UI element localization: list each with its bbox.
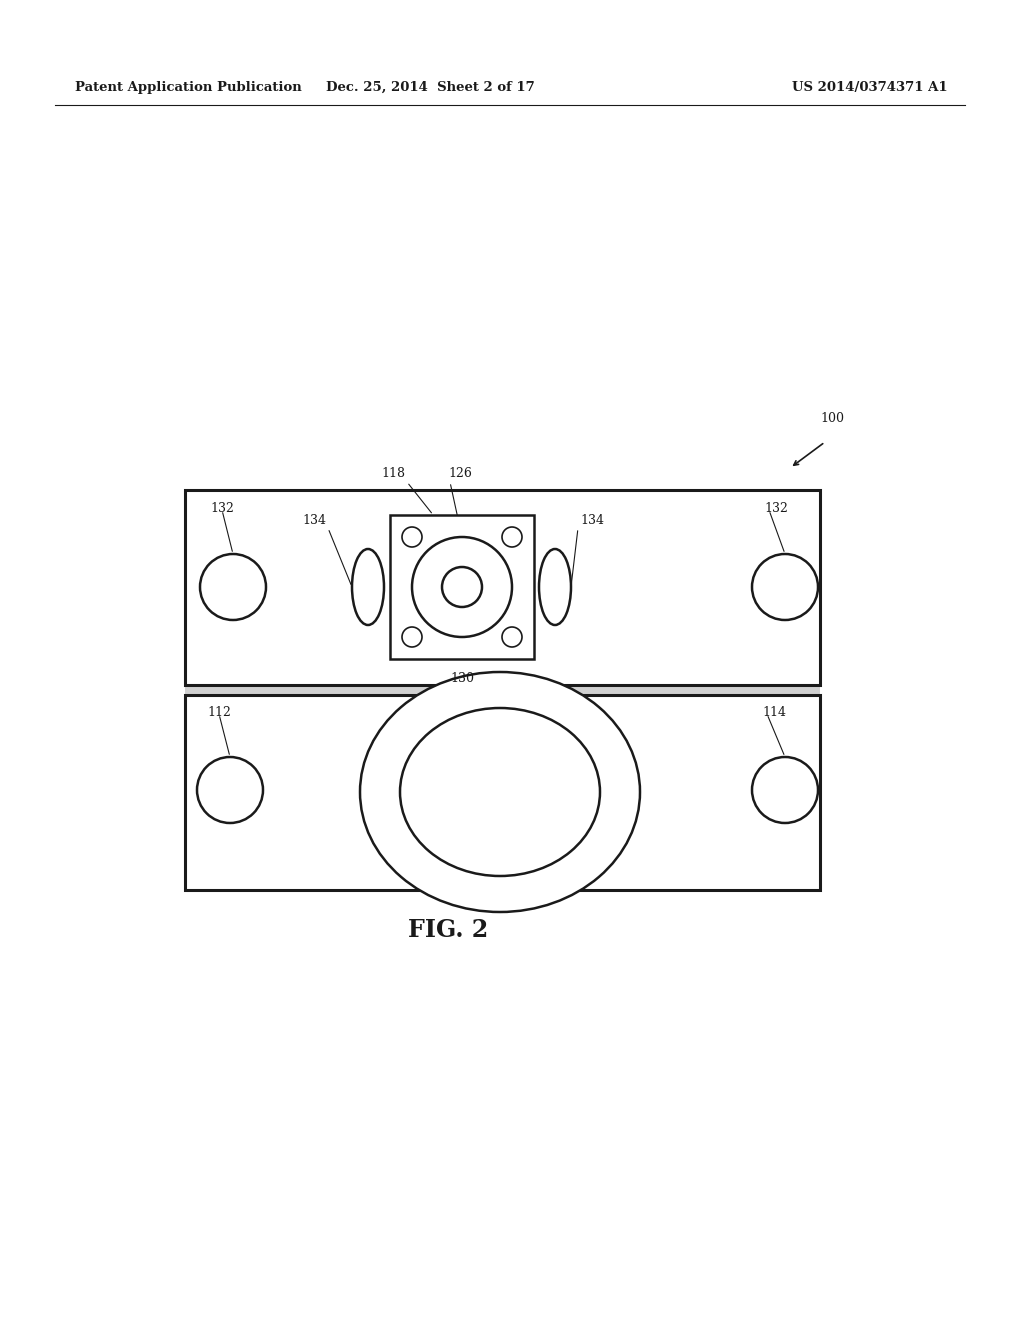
- Text: 134: 134: [580, 513, 604, 527]
- Text: 112: 112: [207, 706, 230, 719]
- Ellipse shape: [352, 549, 384, 624]
- Circle shape: [200, 554, 266, 620]
- Ellipse shape: [539, 549, 571, 624]
- Circle shape: [197, 756, 263, 822]
- Circle shape: [752, 756, 818, 822]
- Text: Dec. 25, 2014  Sheet 2 of 17: Dec. 25, 2014 Sheet 2 of 17: [326, 81, 535, 94]
- Text: 134: 134: [302, 513, 326, 527]
- Circle shape: [402, 527, 422, 546]
- Text: 132: 132: [210, 502, 233, 515]
- Circle shape: [442, 568, 482, 607]
- Text: 126: 126: [449, 467, 472, 480]
- Bar: [185, 696, 820, 890]
- Bar: [185, 490, 820, 685]
- Text: US 2014/0374371 A1: US 2014/0374371 A1: [793, 81, 948, 94]
- Text: Patent Application Publication: Patent Application Publication: [75, 81, 302, 94]
- Circle shape: [752, 554, 818, 620]
- Text: 114: 114: [762, 706, 786, 719]
- Ellipse shape: [360, 672, 640, 912]
- Text: 118: 118: [381, 467, 406, 480]
- Ellipse shape: [400, 708, 600, 876]
- Text: 100: 100: [820, 412, 844, 425]
- Bar: [390, 515, 534, 659]
- Circle shape: [402, 627, 422, 647]
- Text: 136: 136: [520, 847, 544, 861]
- Circle shape: [502, 527, 522, 546]
- Text: 130: 130: [450, 672, 474, 685]
- Text: 132: 132: [764, 502, 787, 515]
- Text: FIG. 2: FIG. 2: [408, 917, 488, 942]
- Circle shape: [412, 537, 512, 638]
- Bar: [185, 685, 820, 696]
- Circle shape: [502, 627, 522, 647]
